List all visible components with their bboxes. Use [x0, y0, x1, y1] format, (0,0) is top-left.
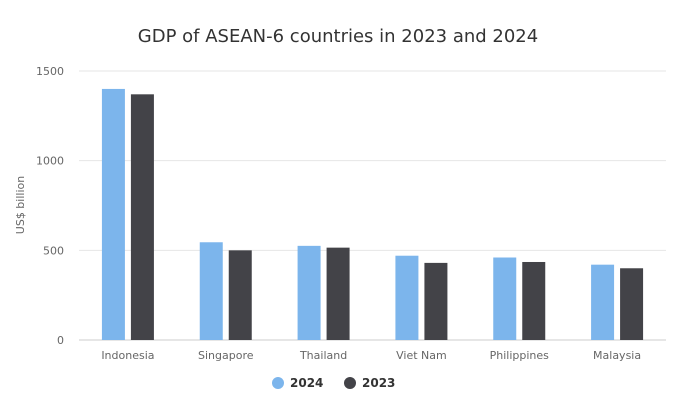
x-category-label: Indonesia: [101, 349, 154, 362]
y-tick-label: 1500: [36, 65, 64, 78]
x-category-label: Malaysia: [593, 349, 641, 362]
bar-2023-malaysia[interactable]: [620, 268, 644, 340]
chart-title: GDP of ASEAN-6 countries in 2023 and 202…: [138, 26, 538, 47]
bar-2024-viet-nam[interactable]: [395, 255, 419, 340]
bars: [101, 88, 644, 341]
legend[interactable]: 2024 2023: [272, 376, 395, 390]
bar-2024-indonesia[interactable]: [101, 88, 125, 340]
gridlines: [79, 70, 666, 341]
x-category-label: Philippines: [490, 349, 550, 362]
bar-2024-malaysia[interactable]: [591, 264, 615, 340]
x-axis-categories: Indonesia Singapore Thailand Viet Nam Philip…: [101, 349, 641, 362]
y-tick-label: 500: [43, 244, 64, 257]
bar-2023-singapore[interactable]: [228, 250, 252, 340]
bar-2024-thailand[interactable]: [297, 245, 321, 340]
bar-2024-singapore[interactable]: [199, 242, 223, 340]
legend-item-label[interactable]: 2023: [362, 376, 395, 390]
y-tick-label: 0: [57, 334, 64, 347]
x-category-label: Singapore: [198, 349, 254, 362]
x-category-label: Thailand: [299, 349, 347, 362]
y-tick-label: 1000: [36, 155, 64, 168]
y-axis-ticks: 0 500 1000 1500: [36, 65, 64, 347]
bar-2023-philippines[interactable]: [522, 261, 546, 340]
bar-2023-indonesia[interactable]: [130, 94, 154, 341]
bar-2023-viet-nam[interactable]: [424, 262, 448, 340]
legend-swatch[interactable]: [272, 377, 284, 389]
bar-2024-philippines[interactable]: [493, 257, 517, 340]
x-category-label: Viet Nam: [396, 349, 447, 362]
legend-item-label[interactable]: 2024: [290, 376, 323, 390]
legend-swatch[interactable]: [344, 377, 356, 389]
y-axis-label: US$ billion: [14, 176, 27, 234]
bar-2023-thailand[interactable]: [326, 247, 350, 340]
